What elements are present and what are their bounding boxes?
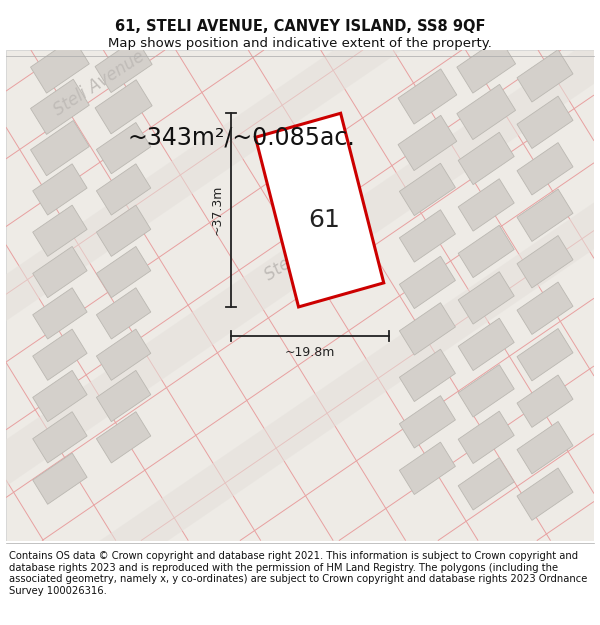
Polygon shape — [458, 318, 514, 371]
Polygon shape — [33, 329, 87, 381]
Text: Map shows position and indicative extent of the property.: Map shows position and indicative extent… — [108, 38, 492, 50]
Polygon shape — [517, 468, 573, 521]
Polygon shape — [400, 302, 455, 355]
Polygon shape — [97, 371, 151, 422]
Polygon shape — [400, 442, 455, 494]
Polygon shape — [97, 412, 151, 463]
Polygon shape — [95, 38, 152, 92]
Polygon shape — [256, 113, 384, 307]
Polygon shape — [517, 142, 573, 195]
Polygon shape — [400, 349, 455, 401]
Polygon shape — [457, 38, 515, 93]
Polygon shape — [458, 132, 514, 184]
Polygon shape — [458, 411, 514, 464]
Polygon shape — [517, 189, 573, 241]
Polygon shape — [0, 0, 600, 484]
Text: 61: 61 — [308, 208, 340, 232]
Polygon shape — [97, 329, 151, 381]
Polygon shape — [33, 164, 87, 215]
Polygon shape — [33, 288, 87, 339]
Polygon shape — [400, 396, 455, 448]
Polygon shape — [458, 272, 514, 324]
Polygon shape — [458, 458, 514, 510]
Polygon shape — [31, 121, 89, 176]
Polygon shape — [97, 164, 151, 215]
Text: Contains OS data © Crown copyright and database right 2021. This information is : Contains OS data © Crown copyright and d… — [9, 551, 587, 596]
Polygon shape — [95, 80, 152, 134]
Polygon shape — [400, 256, 455, 309]
Polygon shape — [0, 39, 600, 625]
Polygon shape — [97, 205, 151, 256]
Text: ~19.8m: ~19.8m — [284, 346, 335, 359]
Polygon shape — [398, 116, 457, 171]
Polygon shape — [31, 79, 89, 134]
Polygon shape — [517, 329, 573, 381]
Polygon shape — [400, 210, 455, 262]
Polygon shape — [31, 38, 89, 93]
Polygon shape — [458, 225, 514, 278]
Polygon shape — [33, 205, 87, 256]
Polygon shape — [97, 122, 151, 174]
Polygon shape — [33, 453, 87, 504]
Text: 61, STELI AVENUE, CANVEY ISLAND, SS8 9QF: 61, STELI AVENUE, CANVEY ISLAND, SS8 9QF — [115, 19, 485, 34]
Polygon shape — [33, 412, 87, 463]
Polygon shape — [398, 69, 457, 124]
Text: ~37.3m: ~37.3m — [211, 185, 224, 235]
Polygon shape — [517, 282, 573, 334]
Polygon shape — [517, 49, 573, 102]
Polygon shape — [517, 421, 573, 474]
Polygon shape — [97, 288, 151, 339]
Text: Steli Avenue: Steli Avenue — [261, 213, 359, 284]
Polygon shape — [458, 179, 514, 231]
Polygon shape — [517, 96, 573, 149]
Polygon shape — [517, 236, 573, 288]
Polygon shape — [458, 364, 514, 417]
Text: ~343m²/~0.085ac.: ~343m²/~0.085ac. — [127, 126, 355, 150]
Polygon shape — [400, 163, 455, 216]
Text: Steli Avenue: Steli Avenue — [50, 47, 148, 119]
Polygon shape — [33, 246, 87, 298]
Polygon shape — [33, 371, 87, 422]
Polygon shape — [457, 84, 515, 139]
Polygon shape — [517, 375, 573, 428]
Polygon shape — [97, 246, 151, 298]
